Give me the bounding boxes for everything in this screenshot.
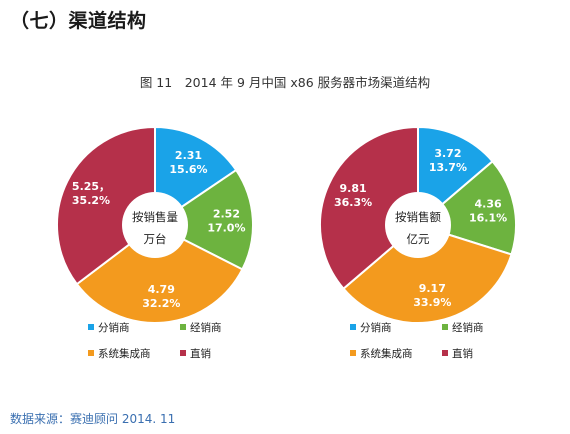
legend-label: 直销 xyxy=(452,347,473,360)
legend-swatch xyxy=(88,350,94,356)
pie-slice xyxy=(75,223,244,324)
center-label: 按销售额 xyxy=(395,210,441,224)
section-title: （七）渠道结构 xyxy=(10,10,147,32)
legend-swatch xyxy=(442,324,448,330)
center-unit-label: 亿元 xyxy=(407,232,430,246)
slice-value-label: 2.31 xyxy=(175,149,202,162)
pie-slice xyxy=(342,223,513,324)
slice-percent-label: 33.9% xyxy=(413,296,451,309)
figure-caption: 图 11 2014 年 9 月中国 x86 服务器市场渠道结构 xyxy=(139,75,431,90)
slice-value-label: 9.81 xyxy=(340,182,367,195)
slice-percent-label: 17.0% xyxy=(207,222,245,235)
legend-label: 系统集成商 xyxy=(360,347,413,360)
slice-percent-label: 32.2% xyxy=(142,297,180,310)
legend-swatch xyxy=(88,324,94,330)
slice-value-label: 2.52 xyxy=(213,208,240,221)
slice-percent-label: 16.1% xyxy=(469,212,507,225)
legend-label: 分销商 xyxy=(98,321,130,334)
slice-value-label: 9.17 xyxy=(419,282,446,295)
legend-label: 经销商 xyxy=(452,321,484,334)
pie-slice xyxy=(153,168,254,271)
source-note: 数据来源：赛迪顾问 2014. 11 xyxy=(10,412,176,426)
donut-hole xyxy=(385,192,451,258)
legend-label: 经销商 xyxy=(190,321,222,334)
slice-percent-label: 36.3% xyxy=(334,196,372,209)
legend-label: 系统集成商 xyxy=(98,347,151,360)
legend-swatch xyxy=(180,324,186,330)
slice-percent-label: 35.2% xyxy=(72,194,110,207)
slice-value-label: 4.36 xyxy=(475,198,502,211)
center-label: 按销售量 xyxy=(132,210,178,224)
legend-swatch xyxy=(180,350,186,356)
slice-percent-label: 15.6% xyxy=(169,163,207,176)
slice-value-label: 3.72 xyxy=(434,147,461,160)
legend-label: 直销 xyxy=(190,347,211,360)
pie-slice xyxy=(319,125,419,291)
legend-swatch xyxy=(350,324,356,330)
slice-value-label: 4.79 xyxy=(148,283,175,296)
legend-swatch xyxy=(350,350,356,356)
slice-value-label: 5.25， xyxy=(72,180,110,193)
legend-label: 分销商 xyxy=(360,321,392,334)
legend-swatch xyxy=(442,350,448,356)
center-unit-label: 万台 xyxy=(144,232,167,246)
pie-slice xyxy=(56,125,156,286)
donut-hole xyxy=(122,192,188,258)
slice-percent-label: 13.7% xyxy=(429,161,467,174)
